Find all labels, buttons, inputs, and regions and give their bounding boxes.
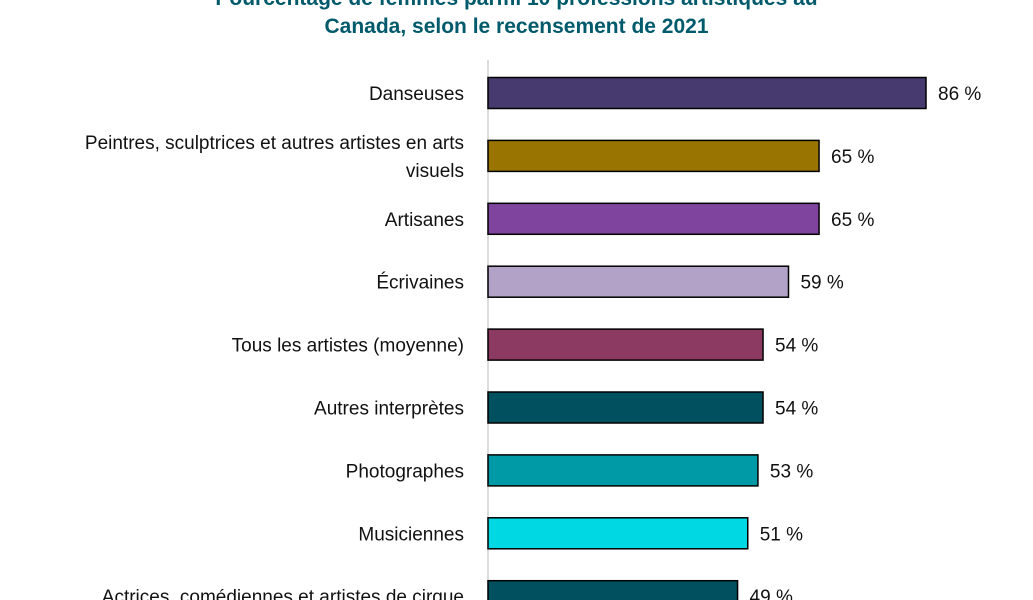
bar-row: 86 % Danseuses — [369, 76, 981, 110]
bar — [487, 202, 820, 236]
bar-row: 65 % Peintres, sculptrices et autres arti… — [85, 133, 875, 182]
data-label: 51 % — [760, 524, 803, 545]
category-label: Photographes — [346, 461, 464, 482]
data-label: 54 % — [775, 336, 818, 357]
bar-row: 51 % Musiciennes — [358, 517, 803, 550]
category-label: Autres interprètes — [314, 399, 464, 420]
category-label-line: Artisanes — [385, 210, 464, 231]
category-label-line: Autres interprètes — [314, 399, 464, 420]
bar-row: 53 % Photographes — [346, 454, 813, 487]
category-label: Danseuses — [369, 84, 464, 105]
bar — [487, 579, 739, 600]
category-label: Écrivaines — [376, 273, 464, 294]
category-label-line: Écrivaines — [376, 273, 464, 294]
data-label: 49 % — [750, 587, 793, 600]
data-label: 59 % — [800, 273, 843, 294]
category-label-line: Actrices, comédiennes et artistes de cir… — [102, 587, 464, 600]
bar — [487, 76, 927, 110]
bar — [487, 139, 820, 173]
category-label: Tous les artistes (moyenne) — [232, 336, 464, 357]
chart-title-line-2: Canada, selon le recensement de 2021 — [324, 15, 709, 38]
bar — [487, 391, 764, 424]
category-label-line: Photographes — [346, 461, 464, 482]
category-label: Actrices, comédiennes et artistes de cir… — [102, 587, 464, 600]
bar-row: 59 % Écrivaines — [376, 265, 844, 298]
bar — [487, 517, 749, 550]
category-label-line: Peintres, sculptrices et autres artistes… — [85, 133, 464, 154]
data-label: 65 % — [831, 147, 874, 168]
category-label: Artisanes — [385, 210, 464, 231]
category-label-line: Danseuses — [369, 84, 464, 105]
bar — [487, 328, 764, 361]
bar-row: 65 % Artisanes — [385, 202, 874, 236]
category-label: Musiciennes — [358, 524, 464, 545]
category-label-line: Tous les artistes (moyenne) — [232, 336, 464, 357]
data-label: 86 % — [938, 84, 981, 105]
bar-row: 54 % Autres interprètes — [314, 391, 818, 424]
data-label: 54 % — [775, 399, 818, 420]
bar-row: 49 % Actrices, comédiennes et artistes de… — [102, 579, 793, 600]
bar-row: 54 % Tous les artistes (moyenne) — [232, 328, 818, 361]
category-label: Peintres, sculptrices et autres artistes… — [85, 133, 464, 182]
data-label: 53 % — [770, 461, 813, 482]
category-label-line: visuels — [406, 161, 464, 182]
data-label: 65 % — [831, 210, 874, 231]
bar — [487, 454, 759, 487]
chart-title-line-1: Pourcentage de femmes parmi 10 professio… — [0, 0, 1033, 12]
category-label-line: Musiciennes — [358, 524, 464, 545]
bar — [487, 265, 790, 298]
